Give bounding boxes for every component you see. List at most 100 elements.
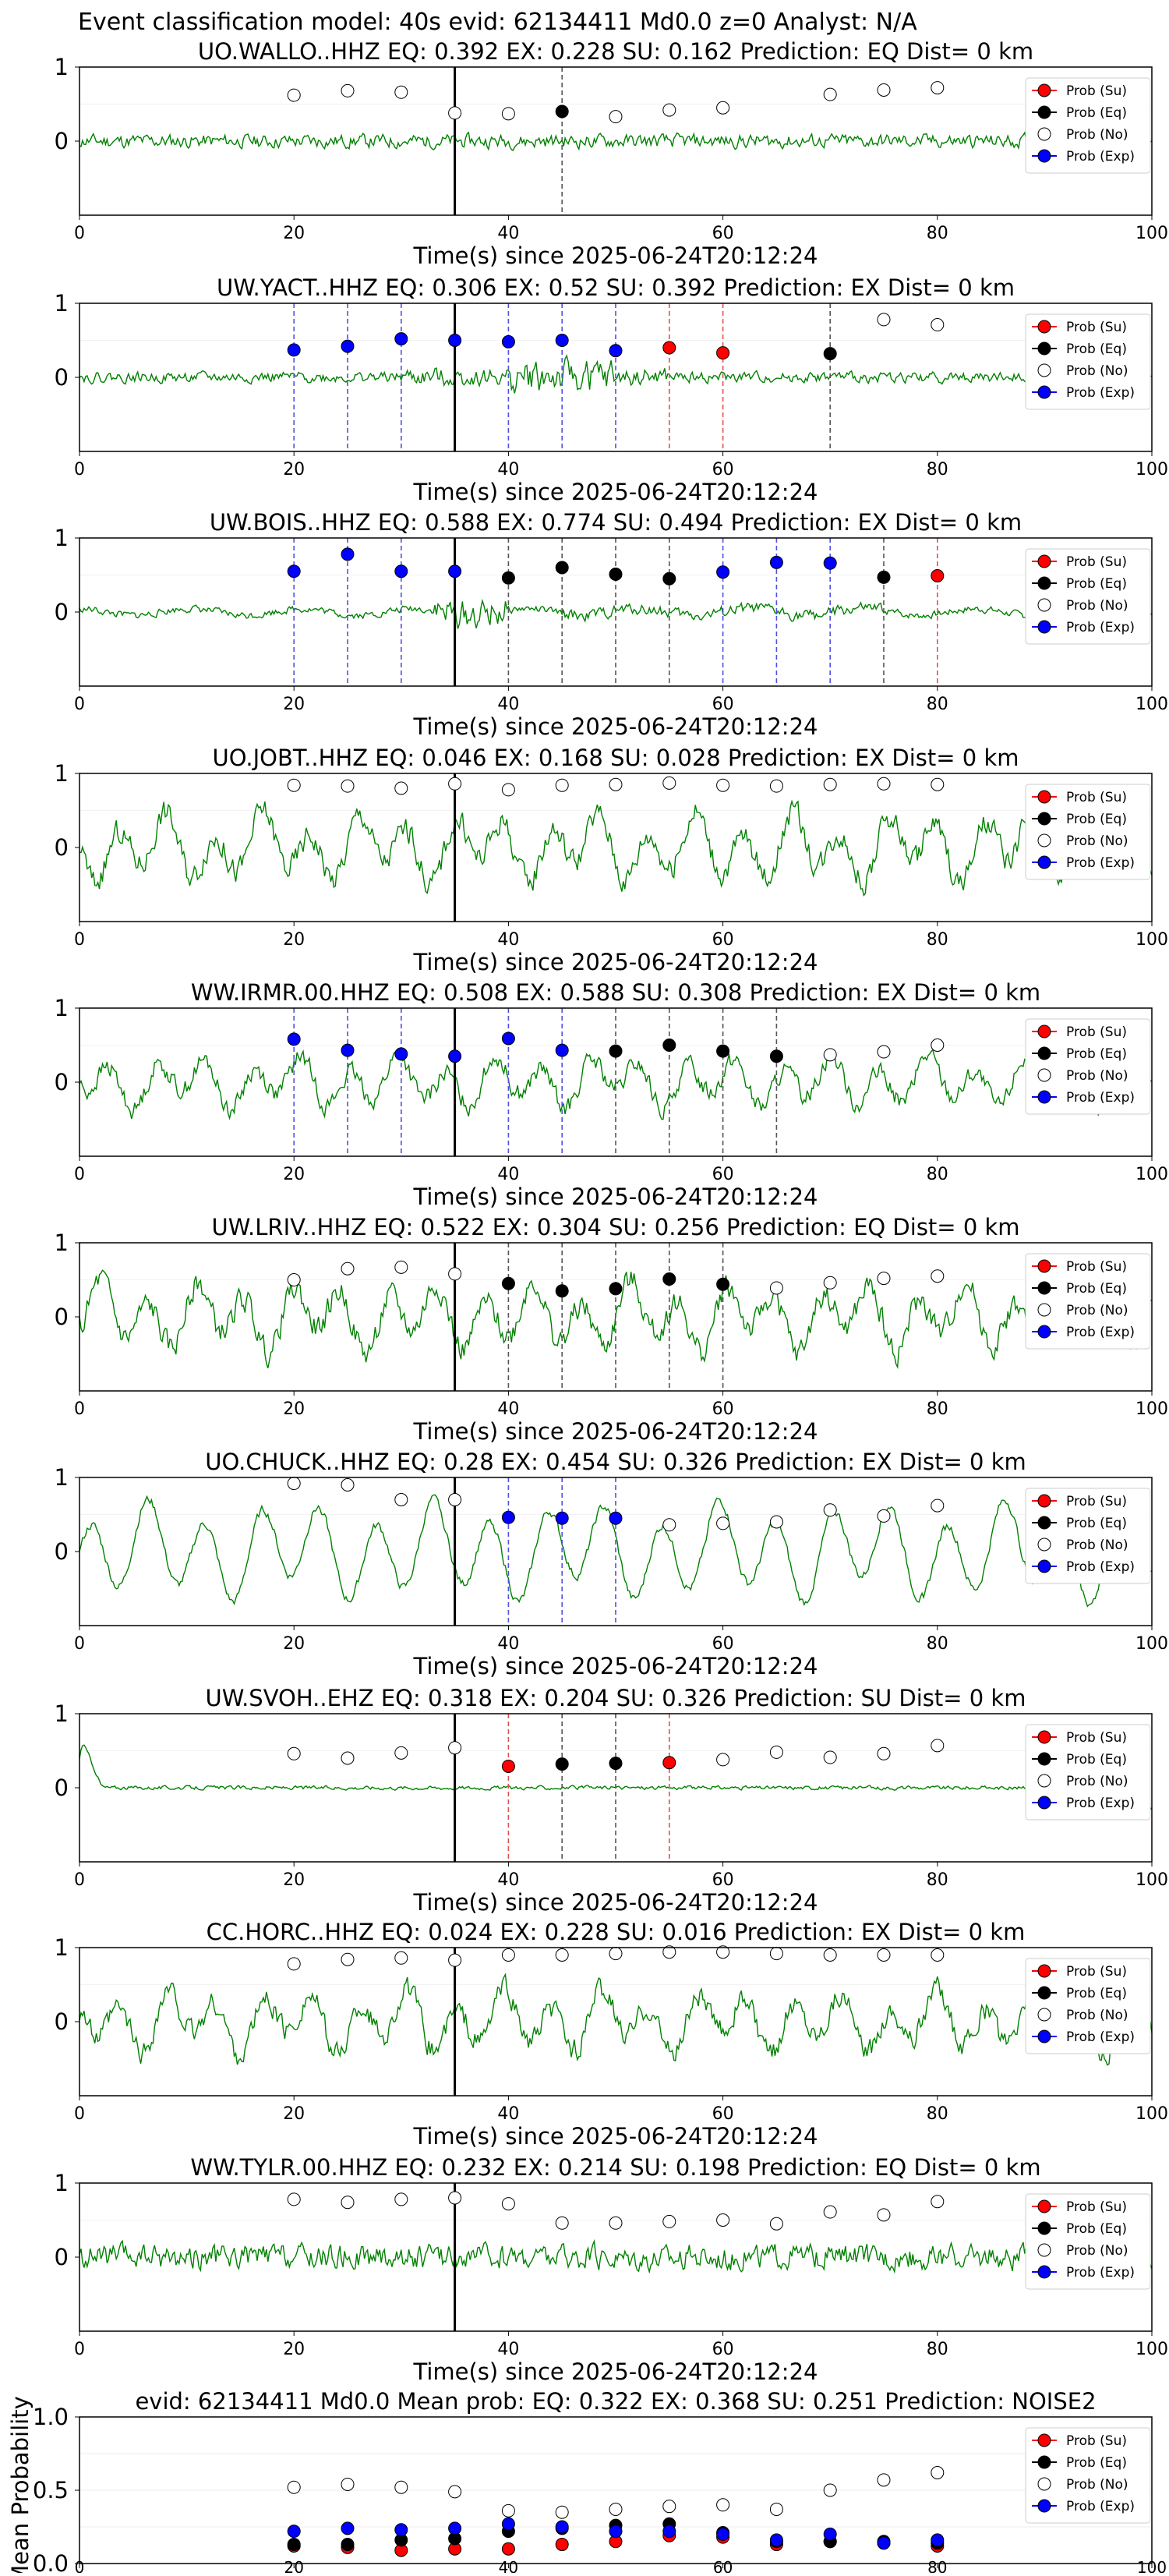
prob-point <box>877 1746 891 1760</box>
prob-point <box>716 1753 730 1767</box>
legend: Prob (Su) Prob (Eq) Prob (No) Prob (Exp) <box>1025 77 1151 174</box>
prob-point <box>394 2192 408 2206</box>
prob-point <box>501 783 515 797</box>
x-tick-label: 20 <box>283 2340 305 2359</box>
y-tick-label: 1 <box>55 1464 69 1491</box>
legend-marker <box>1037 385 1051 399</box>
x-tick-label: 20 <box>283 695 305 714</box>
legend: Prob (Su) Prob (Eq) Prob (No) Prob (Exp) <box>1025 784 1151 880</box>
legend-marker <box>1037 320 1051 334</box>
prob-point <box>769 2217 783 2231</box>
legend-box <box>1025 784 1151 880</box>
legend-marker <box>1037 1796 1051 1810</box>
mean-prob-point <box>769 2533 783 2547</box>
panel: UW.LRIV..HHZ EQ: 0.522 EX: 0.304 SU: 0.2… <box>55 1214 1168 1445</box>
prob-point <box>823 87 837 101</box>
prob-point <box>287 1273 301 1286</box>
panel-title: WW.IRMR.00.HHZ EQ: 0.508 EX: 0.588 SU: 0… <box>191 979 1040 1006</box>
prob-point <box>555 2216 569 2230</box>
legend-marker <box>1037 1303 1051 1317</box>
legend-label: Prob (Su) <box>1066 2433 1127 2449</box>
y-tick-label: 1 <box>55 760 69 787</box>
x-tick-label: 0 <box>74 1870 85 1890</box>
x-tick-label: 40 <box>497 224 519 243</box>
prob-point <box>662 1039 676 1052</box>
prob-point <box>555 1043 569 1057</box>
mean-prob-point <box>877 2536 891 2550</box>
x-tick-label: 80 <box>927 224 948 243</box>
prob-point <box>877 2208 891 2222</box>
panel: UO.CHUCK..HHZ EQ: 0.28 EX: 0.454 SU: 0.3… <box>55 1449 1168 1679</box>
prob-point <box>448 1493 462 1506</box>
x-tick-label: 80 <box>927 2104 948 2124</box>
prob-point <box>931 1948 945 1962</box>
x-tick-label: 40 <box>497 1399 519 1419</box>
prob-point <box>716 101 730 115</box>
legend: Prob (Su) Prob (Eq) Prob (No) Prob (Exp) <box>1025 548 1151 645</box>
y-tick-label: 1 <box>55 290 69 317</box>
y-tick-label: 1 <box>55 54 69 80</box>
x-tick-label: 80 <box>927 460 948 479</box>
prob-point <box>609 1947 623 1961</box>
legend-label: Prob (Exp) <box>1066 1090 1135 1106</box>
x-tick-label: 100 <box>1135 224 1168 243</box>
legend-label: Prob (Exp) <box>1066 1559 1135 1575</box>
legend-marker <box>1037 833 1051 847</box>
prob-point <box>341 339 355 353</box>
x-tick-label: 100 <box>1135 2104 1168 2124</box>
legend-marker <box>1037 855 1051 869</box>
legend-marker <box>1037 149 1051 163</box>
mean-prob-point <box>394 2523 408 2537</box>
x-tick-label: 0 <box>74 2340 85 2359</box>
prob-point <box>931 568 945 582</box>
legend-marker <box>1037 1068 1051 1082</box>
legend-label: Prob (Su) <box>1066 1730 1127 1746</box>
mean-prob-point <box>823 2527 837 2541</box>
prob-point <box>716 1044 730 1058</box>
legend-label: Prob (Su) <box>1066 790 1127 805</box>
mean-prob-point <box>555 2505 569 2519</box>
legend-label: Prob (Eq) <box>1066 812 1127 827</box>
panel-title: UO.JOBT..HHZ EQ: 0.046 EX: 0.168 SU: 0.0… <box>213 745 1019 771</box>
legend-label: Prob (Eq) <box>1066 341 1127 357</box>
legend: Prob (Su) Prob (Eq) Prob (No) Prob (Exp) <box>1025 1958 1151 2054</box>
prob-point <box>394 332 408 346</box>
prob-point <box>931 318 945 332</box>
legend-label: Prob (Eq) <box>1066 2455 1127 2471</box>
x-tick-label: 60 <box>712 695 734 714</box>
legend-marker <box>1037 2455 1051 2469</box>
y-tick-label: 1.0 <box>33 2404 69 2430</box>
prob-point <box>877 83 891 97</box>
legend-marker <box>1037 2433 1051 2447</box>
prob-point <box>394 1047 408 1061</box>
mean-prob-point <box>716 2498 730 2512</box>
mean-prob-point <box>287 2538 301 2552</box>
prob-point <box>662 1272 676 1286</box>
legend-marker <box>1037 2499 1051 2513</box>
prob-point <box>287 2192 301 2206</box>
legend-label: Prob (Exp) <box>1066 1796 1135 1811</box>
mean-prob-point <box>609 2525 623 2539</box>
legend-label: Prob (No) <box>1066 1537 1128 1553</box>
prob-point <box>555 1284 569 1298</box>
legend-marker <box>1037 363 1051 377</box>
y-tick-label: 1 <box>55 1700 69 1727</box>
prob-point <box>609 1044 623 1058</box>
mean-prob-point <box>448 2485 462 2499</box>
x-tick-label: 40 <box>497 695 519 714</box>
legend: Prob (Su) Prob (Eq) Prob (No) Prob (Exp) <box>1025 2427 1151 2524</box>
prob-point <box>501 1759 515 1773</box>
prob-point <box>769 1281 783 1295</box>
legend-label: Prob (Exp) <box>1066 385 1135 401</box>
y-tick-label: 0 <box>55 1775 69 1801</box>
legend-box <box>1025 1253 1151 1350</box>
mean-prob-point <box>501 2542 515 2556</box>
legend-marker <box>1037 1559 1051 1573</box>
prob-point <box>555 778 569 792</box>
legend-marker <box>1037 2243 1051 2257</box>
prob-point <box>448 777 462 791</box>
prob-point <box>823 1048 837 1062</box>
legend-box <box>1025 548 1151 645</box>
legend-label: Prob (No) <box>1066 833 1128 849</box>
